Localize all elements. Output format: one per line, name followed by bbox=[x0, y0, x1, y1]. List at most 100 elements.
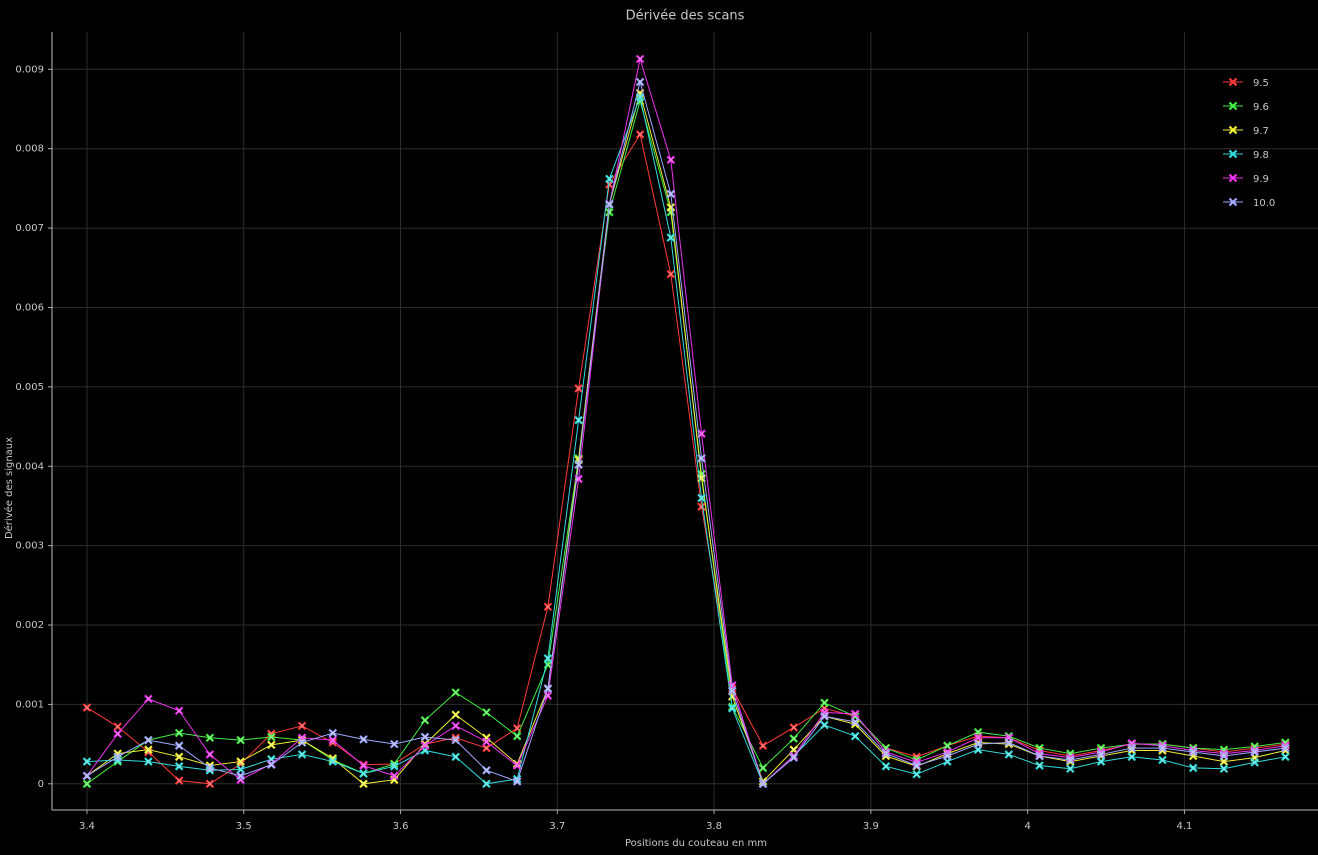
data-point-core bbox=[176, 730, 182, 736]
data-point bbox=[789, 734, 799, 743]
data-point bbox=[82, 779, 92, 789]
data-point bbox=[174, 776, 184, 785]
data-point-core bbox=[760, 765, 766, 771]
data-point bbox=[635, 54, 645, 64]
data-point bbox=[605, 174, 614, 184]
data-point-core bbox=[1006, 735, 1012, 741]
data-point-core bbox=[146, 737, 151, 743]
data-point-core bbox=[607, 201, 612, 207]
data-point-core bbox=[975, 729, 981, 735]
data-point bbox=[420, 741, 430, 750]
data-point-core bbox=[852, 711, 858, 717]
data-point bbox=[666, 189, 676, 199]
x-tick-label: 4 bbox=[1024, 821, 1030, 832]
data-point-core bbox=[668, 235, 674, 240]
data-point-core bbox=[699, 475, 704, 481]
data-point bbox=[512, 761, 522, 770]
data-point bbox=[389, 771, 399, 781]
data-point-core bbox=[514, 763, 520, 768]
data-point bbox=[205, 763, 215, 773]
data-point bbox=[1096, 757, 1106, 766]
data-point bbox=[973, 739, 983, 749]
data-point bbox=[789, 753, 799, 762]
data-point-core bbox=[115, 724, 120, 729]
data-point-core bbox=[330, 759, 336, 764]
y-tick-label: 0.005 bbox=[15, 382, 44, 393]
legend-marker bbox=[1228, 173, 1238, 183]
data-point bbox=[1096, 750, 1106, 759]
data-point-core bbox=[391, 741, 397, 747]
data-point bbox=[482, 708, 491, 717]
chart-title: Dérivée des scans bbox=[626, 9, 745, 24]
data-point-core bbox=[822, 722, 827, 728]
data-point bbox=[451, 710, 460, 720]
data-point bbox=[697, 502, 706, 512]
data-point-core bbox=[975, 747, 981, 752]
data-point-core bbox=[545, 604, 551, 610]
data-point-core bbox=[1098, 752, 1104, 757]
data-point-core bbox=[637, 132, 643, 137]
data-point bbox=[267, 760, 276, 770]
data-point-core bbox=[361, 771, 366, 776]
data-point bbox=[205, 750, 215, 759]
data-point-core bbox=[668, 191, 674, 197]
data-point-core bbox=[484, 745, 489, 751]
data-point bbox=[144, 694, 153, 704]
data-point bbox=[1158, 743, 1167, 753]
data-point bbox=[1219, 764, 1229, 773]
data-point bbox=[82, 757, 92, 766]
data-point-core bbox=[299, 735, 305, 741]
data-point bbox=[144, 745, 153, 754]
data-point-core bbox=[176, 764, 182, 769]
data-point bbox=[359, 761, 368, 770]
data-point-core bbox=[975, 741, 981, 747]
data-point bbox=[359, 769, 368, 778]
data-point-core bbox=[791, 736, 797, 741]
data-point-core bbox=[514, 779, 520, 784]
data-point-core bbox=[545, 656, 551, 661]
data-point bbox=[174, 752, 184, 762]
data-point-core bbox=[453, 737, 458, 743]
data-point-core bbox=[975, 735, 981, 741]
data-point-core bbox=[238, 737, 243, 743]
data-point-core bbox=[945, 753, 950, 759]
data-point-core bbox=[729, 688, 735, 694]
data-point bbox=[1066, 755, 1075, 765]
data-point bbox=[451, 752, 460, 762]
data-point-core bbox=[207, 781, 213, 787]
legend-marker bbox=[1228, 101, 1238, 111]
data-point-core bbox=[945, 759, 950, 764]
data-point-core bbox=[760, 743, 766, 748]
data-point-core bbox=[1252, 749, 1257, 755]
data-point bbox=[174, 762, 184, 771]
data-point bbox=[1035, 761, 1044, 770]
data-point-core bbox=[269, 734, 274, 740]
data-point bbox=[574, 460, 583, 469]
data-point bbox=[1250, 747, 1259, 757]
y-tick-label: 0.008 bbox=[15, 144, 44, 155]
data-point-core bbox=[176, 708, 182, 714]
series-line bbox=[86, 91, 1286, 785]
y-axis-label: Dérivée des signaux bbox=[3, 437, 15, 539]
data-point bbox=[297, 750, 307, 759]
data-point bbox=[574, 384, 583, 393]
data-point-core bbox=[238, 767, 243, 772]
data-point bbox=[543, 654, 553, 663]
data-point bbox=[1219, 751, 1229, 761]
data-point-core bbox=[146, 759, 151, 764]
data-point bbox=[359, 735, 368, 744]
data-point bbox=[912, 761, 921, 770]
data-point-core bbox=[576, 462, 581, 467]
data-point bbox=[267, 732, 276, 742]
data-point-core bbox=[422, 734, 428, 740]
data-point-core bbox=[207, 735, 213, 741]
y-tick-label: 0.007 bbox=[15, 223, 44, 234]
data-point-core bbox=[576, 386, 581, 391]
data-point-core bbox=[330, 730, 336, 736]
data-point-core bbox=[361, 737, 366, 742]
data-point bbox=[389, 759, 399, 769]
data-point-core bbox=[115, 731, 120, 737]
data-point-core bbox=[238, 773, 243, 779]
data-point-core bbox=[791, 747, 797, 752]
data-point-core bbox=[1037, 745, 1042, 751]
